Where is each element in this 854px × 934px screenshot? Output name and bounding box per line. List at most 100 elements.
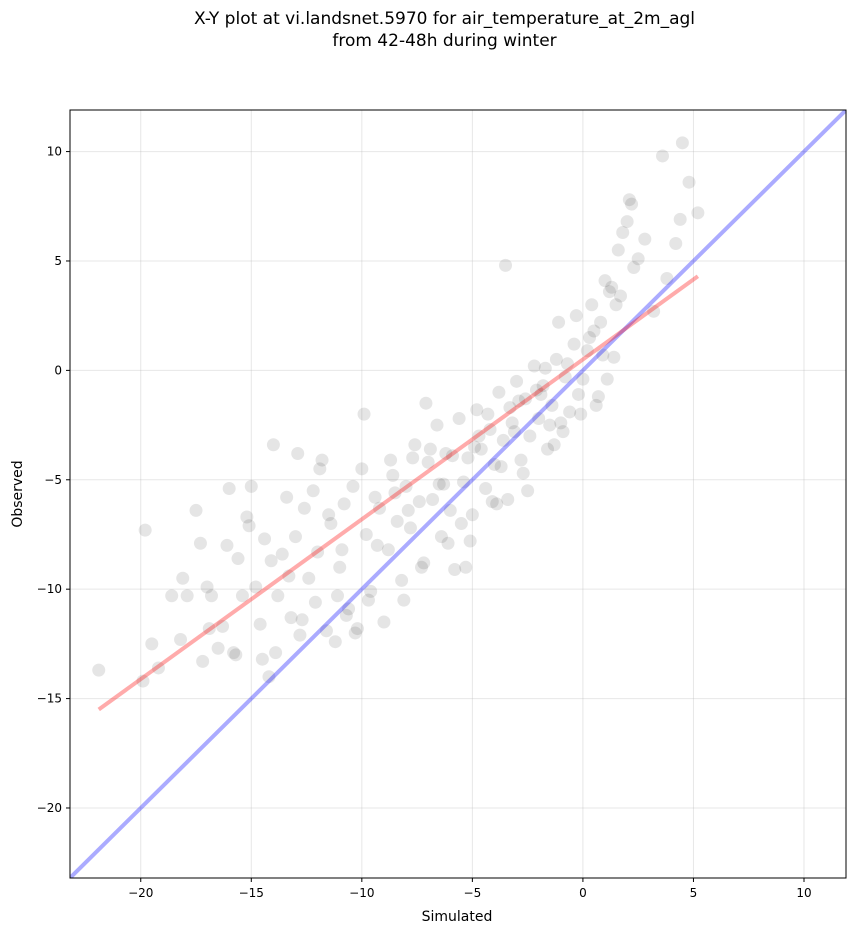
data-point <box>602 285 616 299</box>
data-point <box>600 372 614 386</box>
data-point <box>262 670 276 684</box>
data-point <box>503 401 517 415</box>
data-point <box>348 626 362 640</box>
data-point <box>514 453 528 467</box>
data-point <box>370 538 384 552</box>
data-point <box>196 654 210 668</box>
y-tick-label: 10 <box>47 145 62 159</box>
data-point <box>333 560 347 574</box>
data-point <box>269 646 283 660</box>
data-point <box>441 536 455 550</box>
data-point <box>284 611 298 625</box>
data-point <box>138 523 152 537</box>
data-point <box>200 580 214 594</box>
data-point <box>543 418 557 432</box>
data-point <box>364 584 378 598</box>
data-point <box>216 619 230 633</box>
data-point <box>534 387 548 401</box>
data-point <box>266 438 280 452</box>
data-point <box>452 412 466 426</box>
data-point <box>242 519 256 533</box>
y-tick-label: −15 <box>37 692 62 706</box>
data-point <box>591 390 605 404</box>
data-point <box>585 298 599 312</box>
data-point <box>609 298 623 312</box>
data-point <box>656 149 670 163</box>
data-point <box>289 530 303 544</box>
data-point <box>583 331 597 345</box>
data-point <box>293 628 307 642</box>
data-point <box>271 589 285 603</box>
data-point <box>468 440 482 454</box>
axis-ticks: −20 −15 −10 −5 0 5 10 −20 −15 −10 −5 0 5 10 <box>37 145 812 900</box>
data-point <box>361 593 375 607</box>
data-point <box>397 593 411 607</box>
data-point <box>355 462 369 476</box>
data-point <box>368 490 382 504</box>
data-point <box>401 503 415 517</box>
data-point <box>384 453 398 467</box>
x-tick-label: −5 <box>464 886 482 900</box>
data-point <box>240 510 254 524</box>
data-point <box>485 495 499 509</box>
data-point <box>594 315 608 329</box>
data-point <box>499 258 513 272</box>
data-point <box>222 482 236 496</box>
y-tick-label: 5 <box>54 254 62 268</box>
data-point <box>611 243 625 257</box>
data-point <box>558 370 572 384</box>
data-point <box>417 556 431 570</box>
data-point <box>483 422 497 436</box>
data-point <box>92 663 106 677</box>
data-point <box>589 398 603 412</box>
data-point <box>403 521 417 535</box>
data-point <box>377 615 391 629</box>
data-point <box>461 451 475 465</box>
data-point <box>315 453 329 467</box>
data-point <box>408 438 422 452</box>
data-point <box>563 405 577 419</box>
data-point <box>587 324 601 338</box>
grid <box>70 110 846 878</box>
data-point <box>220 538 234 552</box>
data-point <box>552 315 566 329</box>
data-point <box>510 374 524 388</box>
data-point <box>494 460 508 474</box>
data-point <box>322 508 336 522</box>
x-tick-label: 0 <box>579 886 587 900</box>
data-point <box>337 497 351 511</box>
data-point <box>492 385 506 399</box>
chart-title: X-Y plot at vi.landsnet.5970 for air_tem… <box>193 9 696 51</box>
data-point <box>255 652 269 666</box>
data-point <box>556 425 570 439</box>
data-point <box>472 429 486 443</box>
data-point <box>501 492 515 506</box>
data-point <box>412 495 426 509</box>
data-point <box>189 503 203 517</box>
data-point <box>505 416 519 430</box>
data-point <box>227 646 241 660</box>
data-point <box>527 359 541 373</box>
data-point <box>291 447 305 461</box>
data-point <box>253 617 267 631</box>
x-tick-label: 5 <box>690 886 698 900</box>
data-point <box>193 536 207 550</box>
data-point <box>465 508 479 522</box>
data-point <box>596 348 610 362</box>
data-point <box>176 571 190 585</box>
data-point <box>625 197 639 211</box>
data-point <box>235 589 249 603</box>
data-point <box>136 674 150 688</box>
data-point <box>335 543 349 557</box>
data-point <box>342 602 356 616</box>
reference-lines <box>70 110 846 878</box>
data-point <box>490 497 504 511</box>
data-point <box>339 608 353 622</box>
data-point <box>620 215 634 229</box>
data-point <box>443 503 457 517</box>
data-point <box>567 337 581 351</box>
data-point <box>282 569 296 583</box>
data-point <box>448 562 462 576</box>
data-point <box>529 383 543 397</box>
